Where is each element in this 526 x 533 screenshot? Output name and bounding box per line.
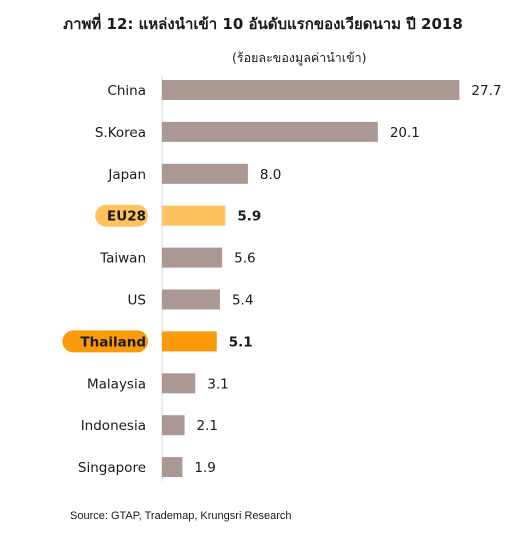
bar-us (162, 289, 220, 310)
value-label-s-korea: 20.1 (390, 125, 420, 141)
bar-malaysia (162, 373, 196, 394)
category-label-thailand: Thailand (80, 334, 146, 350)
category-label-indonesia: Indonesia (81, 418, 146, 434)
category-label-china: China (107, 83, 146, 99)
category-label-taiwan: Taiwan (99, 251, 146, 267)
category-label-eu28: EU28 (107, 209, 146, 225)
category-label-japan: Japan (107, 167, 146, 183)
value-label-singapore: 1.9 (194, 460, 215, 476)
bar-taiwan (162, 247, 223, 268)
category-label-singapore: Singapore (78, 460, 146, 476)
category-label-s-korea: S.Korea (95, 125, 146, 141)
bar-indonesia (162, 415, 185, 436)
bar-s-korea (162, 121, 378, 142)
value-label-china: 27.7 (471, 83, 501, 99)
value-label-taiwan: 5.6 (234, 251, 255, 267)
bar-thailand (162, 331, 217, 352)
category-label-malaysia: Malaysia (87, 376, 146, 392)
category-label-us: US (128, 293, 146, 309)
chart-title: ภาพที่ 12: แหล่งนำเข้า 10 อันดับแรกของเว… (63, 15, 463, 33)
value-label-thailand: 5.1 (229, 334, 253, 350)
value-label-eu28: 5.9 (237, 209, 261, 225)
value-label-indonesia: 2.1 (197, 418, 218, 434)
bar-japan (162, 163, 248, 184)
bar-eu28 (162, 205, 226, 226)
highlight-pill-eu28 (95, 204, 148, 227)
chart-subtitle: (ร้อยละของมูลค่านำเข้า) (232, 50, 367, 65)
value-label-malaysia: 3.1 (207, 376, 228, 392)
value-label-japan: 8.0 (260, 167, 281, 183)
bar-china (162, 80, 460, 100)
bar-singapore (162, 457, 183, 478)
highlight-pill-thailand (62, 330, 148, 353)
source-note: Source: GTAP, Trademap, Krungsri Researc… (70, 510, 292, 522)
value-label-us: 5.4 (232, 293, 253, 309)
